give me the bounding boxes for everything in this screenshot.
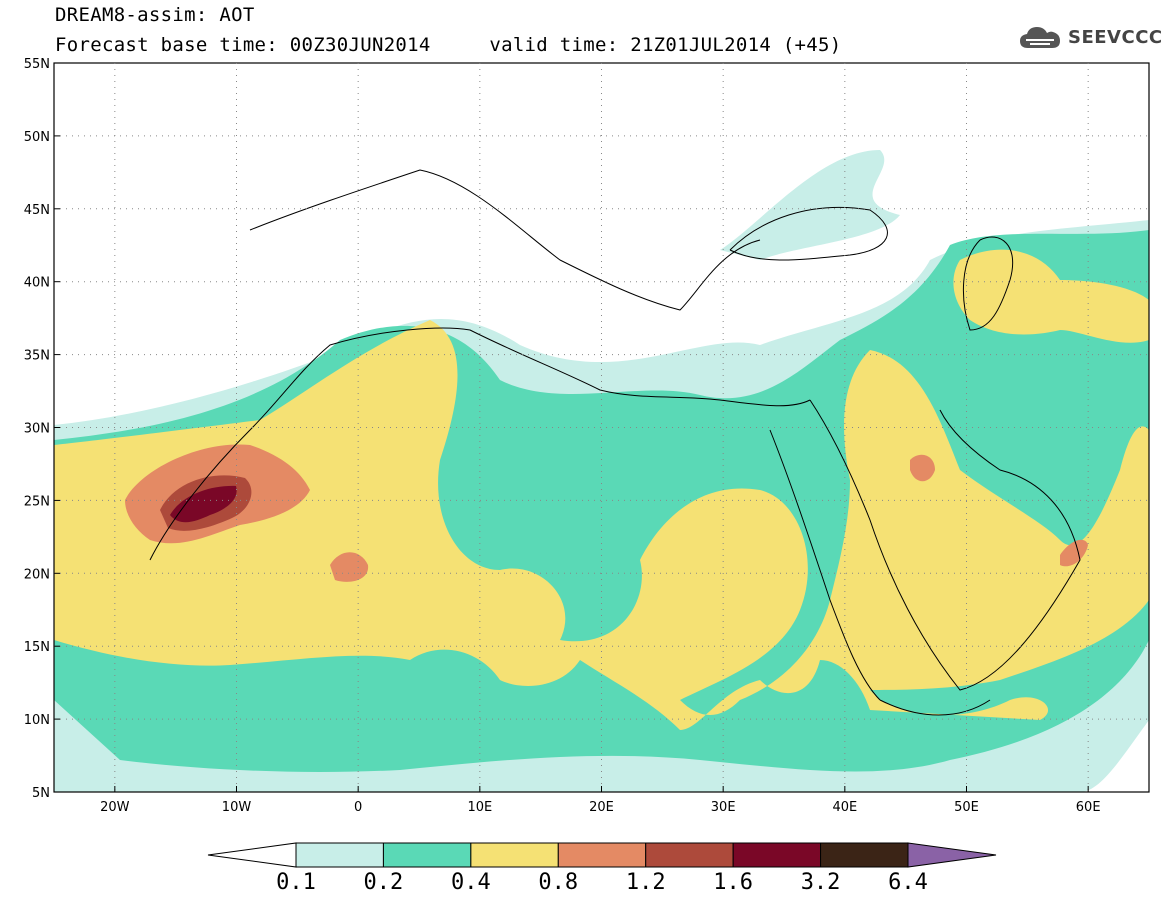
longitude-axis: 20W 10W 0 10E 20E 30E 40E 50E 60E [100,786,1101,815]
lon-tick-label: 0 [354,800,362,815]
coast-europe [249,169,761,311]
lat-tick-label: 15N [24,640,50,655]
coast-africa-north [149,327,811,561]
colorbar-over-arrow [907,842,997,868]
lon-tick-label: 40E [832,800,857,815]
coast-black-sea [729,206,888,261]
colorbar-label: 0.8 [538,870,579,895]
colorbar-under-arrow [207,842,297,868]
colorbar [207,842,997,868]
aot-field [54,150,1149,792]
lat-tick-label: 25N [24,494,50,509]
colorbar-label: 3.2 [800,870,841,895]
lat-tick-label: 50N [24,130,50,145]
aot-contour-very-high-2 [330,552,369,582]
lat-tick-label: 10N [24,713,50,728]
aot-contour-very-high-3 [910,454,935,482]
map-title: DREAM8-assim: AOT [55,4,255,26]
colorbar-segment [820,842,909,868]
seevccc-logo: SEEVCCC [1018,24,1163,50]
cloud-icon [1020,27,1060,48]
lat-tick-label: 30N [24,422,50,437]
colorbar-label: 6.4 [888,870,928,895]
colorbar-label: 1.2 [625,870,666,895]
lon-tick-label: 60E [1076,800,1101,815]
aot-contour-low-black-sea [720,150,900,260]
colorbar-label: 1.6 [713,870,754,895]
lon-tick-label: 50E [954,800,979,815]
lat-tick-label: 55N [24,57,50,72]
aot-contour-very-high-4 [1060,539,1088,567]
coast-caspian [962,236,1014,331]
lat-tick-label: 40N [24,276,50,291]
colorbar-segment [382,842,472,868]
aot-contour-high-caspian [953,249,1149,343]
graticule [54,63,1149,792]
lat-tick-label: 20N [24,567,50,582]
aot-contour-high [54,320,1149,730]
colorbar-label: 0.2 [363,870,404,895]
forecast-time-line: Forecast base time: 00Z30JUN2014 valid t… [55,34,842,56]
lon-tick-label: 20E [589,800,614,815]
logo-text: SEEVCCC [1068,26,1163,48]
colorbar-segment [470,842,559,868]
lat-tick-label: 5N [32,786,50,801]
coast-red-sea [769,429,881,701]
colorbar-segment [557,842,647,868]
lat-tick-label: 35N [24,349,50,364]
aot-contour-max [170,485,237,523]
colorbar-segment [645,842,734,868]
latitude-axis: 55N 50N 45N 40N 35N 30N 25N 20N 15N 10N 5N [24,57,60,801]
lon-tick-label: 10W [222,800,252,815]
lon-tick-label: 20W [100,800,130,815]
coast-horn-africa [879,699,991,716]
lon-tick-label: 30E [711,800,736,815]
coastlines [149,169,1081,716]
lat-tick-label: 45N [24,203,50,218]
lon-tick-label: 10E [467,800,492,815]
coast-arabia [809,399,1081,691]
colorbar-label: 0.4 [450,870,491,895]
colorbar-segment [295,842,384,868]
colorbar-segment [732,842,822,868]
colorbar-label: 0.1 [276,870,316,895]
